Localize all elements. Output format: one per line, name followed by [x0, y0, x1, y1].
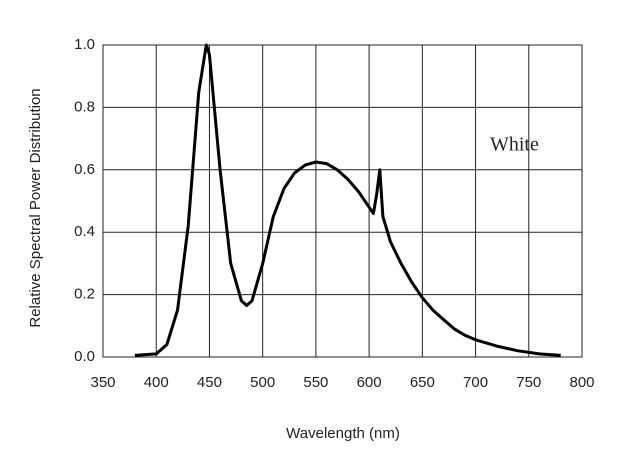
x-tick-label: 700: [463, 374, 488, 391]
x-tick-label: 750: [516, 374, 541, 391]
x-tick-label: 350: [90, 374, 115, 391]
y-tick-label: 0.6: [74, 161, 95, 178]
x-tick-label: 500: [250, 374, 275, 391]
plot-frame: [102, 44, 583, 358]
y-tick-label: 0.8: [74, 98, 95, 115]
y-tick-label: 0.0: [74, 348, 95, 365]
x-tick-label: 450: [197, 374, 222, 391]
x-tick-label: 800: [569, 374, 594, 391]
x-tick-label: 600: [357, 374, 382, 391]
annotation: White: [490, 134, 539, 156]
x-tick-label: 650: [410, 374, 435, 391]
y-tick-label: 0.4: [74, 223, 95, 240]
y-tick-label: 1.0: [74, 36, 95, 53]
y-axis-label: Relative Spectral Power Distribution: [27, 88, 44, 327]
line: [134, 43, 561, 357]
x-tick-label: 550: [303, 374, 328, 391]
y-tick-label: 0.2: [74, 286, 95, 303]
x-tick-label: 400: [144, 374, 169, 391]
x-axis-label: Wavelength (nm): [286, 425, 400, 442]
